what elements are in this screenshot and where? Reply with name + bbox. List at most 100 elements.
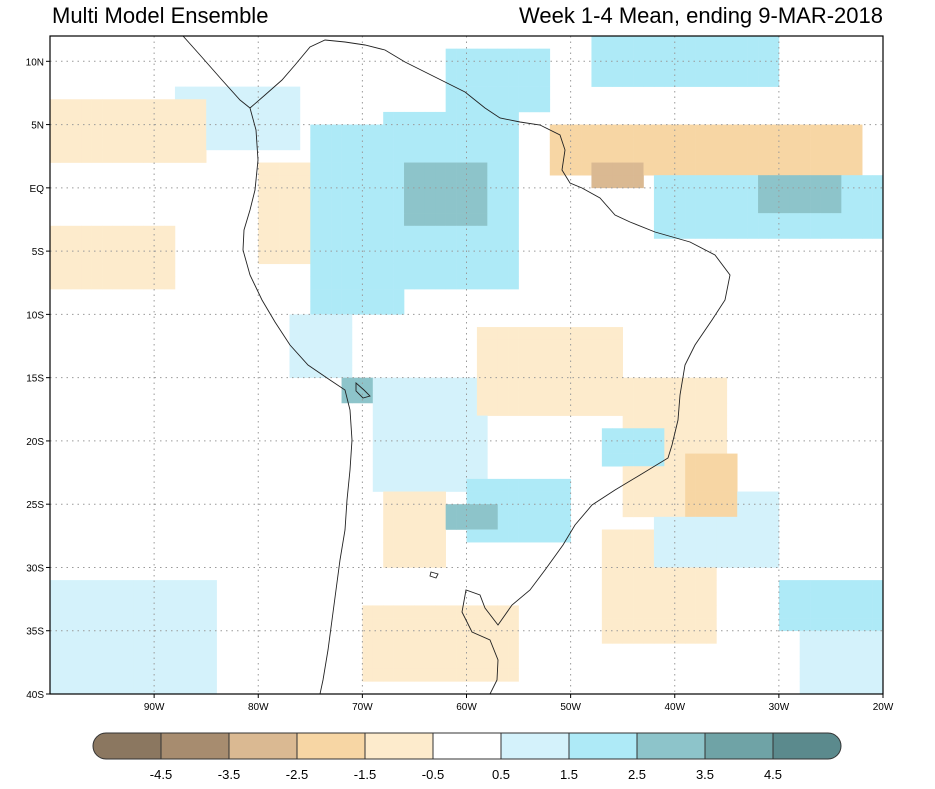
anomaly-cell — [445, 605, 457, 619]
anomaly-cell — [612, 48, 623, 62]
anomaly-cell — [570, 402, 582, 416]
anomaly-cell — [549, 529, 561, 543]
anomaly-cell — [456, 86, 467, 100]
anomaly-cell — [487, 61, 499, 75]
anomaly-cell — [685, 630, 696, 644]
anomaly-cell — [60, 137, 72, 151]
anomaly-cell — [424, 516, 436, 530]
anomaly-cell — [497, 504, 509, 518]
anomaly-cell — [456, 415, 467, 429]
anomaly-cell — [851, 580, 863, 594]
anomaly-cell — [445, 402, 457, 416]
anomaly-cell — [476, 529, 488, 543]
legend-swatch — [92, 732, 162, 760]
anomaly-cell — [487, 339, 499, 353]
anomaly-cell — [362, 289, 374, 303]
anomaly-cell — [747, 542, 759, 556]
anomaly-cell — [737, 504, 748, 518]
anomaly-cell — [716, 36, 728, 49]
anomaly-cell — [258, 200, 269, 214]
anomaly-cell — [518, 377, 530, 391]
anomaly-cell — [476, 390, 488, 404]
anomaly-cell — [331, 162, 342, 176]
anomaly-cell — [91, 656, 103, 669]
anomaly-cell — [320, 225, 332, 239]
anomaly-cell — [841, 656, 853, 669]
anomaly-cell — [456, 402, 467, 416]
anomaly-cell — [435, 200, 446, 214]
anomaly-cell — [674, 402, 686, 416]
anomaly-cell — [705, 137, 717, 151]
anomaly-cell — [633, 592, 644, 606]
anomaly-cell — [414, 504, 426, 518]
anomaly-cell — [476, 200, 488, 214]
anomaly-cell — [716, 200, 728, 214]
legend-swatch — [772, 732, 842, 760]
anomaly-cell — [195, 137, 207, 151]
anomaly-cell — [70, 149, 82, 163]
anomaly-cell — [830, 592, 842, 606]
longitude-label: 70W — [352, 702, 373, 713]
anomaly-cell — [143, 263, 155, 277]
anomaly-cell — [747, 162, 759, 176]
anomaly-cell — [424, 377, 436, 391]
anomaly-cell — [705, 630, 717, 644]
anomaly-cell — [549, 339, 561, 353]
anomaly-cell — [622, 162, 634, 176]
anomaly-cell — [539, 86, 551, 100]
anomaly-cell — [279, 162, 290, 176]
anomaly-cell — [726, 504, 738, 518]
anomaly-cell — [164, 149, 176, 163]
anomaly-cell — [289, 238, 301, 252]
anomaly-cell — [622, 390, 634, 404]
anomaly-cell — [653, 36, 665, 49]
anomaly-cell — [674, 567, 686, 581]
anomaly-cell — [726, 516, 738, 530]
anomaly-cell — [612, 529, 623, 543]
anomaly-cell — [685, 516, 696, 530]
anomaly-cell — [539, 327, 551, 340]
anomaly-cell — [310, 263, 322, 277]
anomaly-cell — [601, 542, 613, 556]
anomaly-cell — [810, 137, 821, 151]
anomaly-cell — [685, 402, 696, 416]
anomaly-cell — [445, 225, 457, 239]
anomaly-cell — [591, 162, 603, 176]
anomaly-cell — [674, 630, 686, 644]
anomaly-cell — [549, 478, 561, 492]
anomaly-cell — [643, 542, 655, 556]
anomaly-cell — [91, 681, 103, 694]
anomaly-cell — [383, 491, 394, 505]
anomaly-cell — [633, 415, 644, 429]
anomaly-cell — [81, 251, 92, 265]
anomaly-cell — [528, 86, 540, 100]
anomaly-cell — [435, 428, 446, 442]
anomaly-cell — [268, 238, 280, 252]
anomaly-cell — [445, 187, 457, 201]
anomaly-cell — [685, 162, 696, 176]
anomaly-cell — [851, 187, 863, 201]
anomaly-cell — [737, 149, 748, 163]
anomaly-cell — [705, 580, 717, 594]
anomaly-cell — [268, 251, 280, 265]
anomaly-cell — [372, 276, 384, 290]
anomaly-cell — [487, 618, 499, 632]
anomaly-cell — [716, 213, 728, 227]
map-title-left: Multi Model Ensemble — [52, 3, 269, 28]
anomaly-cell — [122, 225, 134, 239]
anomaly-cell — [91, 124, 103, 138]
anomaly-cell — [518, 339, 530, 353]
anomaly-cell — [456, 478, 467, 492]
anomaly-cell — [560, 516, 571, 530]
anomaly-cell — [737, 200, 748, 214]
anomaly-cell — [851, 149, 863, 163]
anomaly-cell — [716, 402, 728, 416]
anomaly-cell — [758, 124, 769, 138]
anomaly-cell — [560, 491, 571, 505]
anomaly-cell — [164, 251, 176, 265]
anomaly-cell — [81, 238, 92, 252]
anomaly-cell — [841, 618, 853, 632]
anomaly-cell — [622, 48, 634, 62]
anomaly-cell — [799, 149, 811, 163]
anomaly-cell — [133, 149, 145, 163]
